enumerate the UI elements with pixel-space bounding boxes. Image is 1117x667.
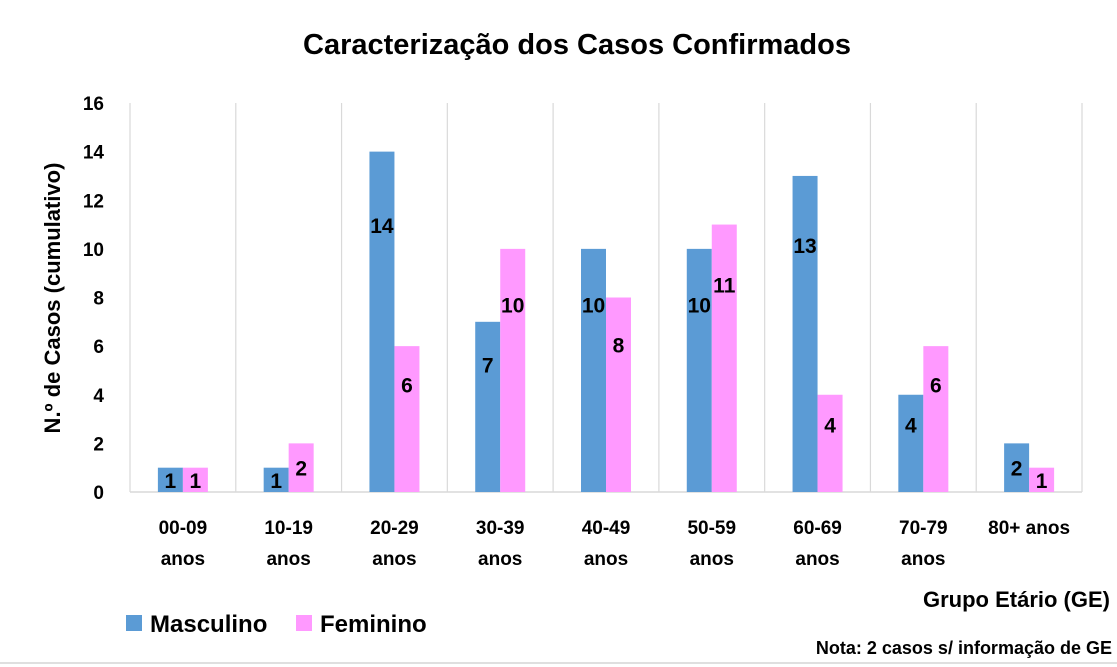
data-label: 10 xyxy=(688,295,711,318)
bar-masculino xyxy=(581,248,606,492)
data-label: 2 xyxy=(295,458,307,481)
x-tick-label: anos xyxy=(372,549,416,570)
x-tick-label: anos xyxy=(161,549,205,570)
bar-feminino xyxy=(288,443,314,492)
x-axis-title: Grupo Etário (GE) xyxy=(923,587,1110,612)
bar-feminino xyxy=(606,297,631,492)
chart-note: Nota: 2 casos s/ informação de GE xyxy=(816,638,1112,658)
y-tick-label: 6 xyxy=(93,337,104,358)
data-label: 13 xyxy=(793,235,816,258)
y-tick-label: 2 xyxy=(93,434,104,455)
x-tick-label: anos xyxy=(795,549,839,570)
data-label: 10 xyxy=(501,295,524,318)
data-label: 4 xyxy=(905,414,917,437)
data-label: 6 xyxy=(401,374,413,397)
legend-swatch-feminino xyxy=(296,615,312,631)
data-label: 1 xyxy=(270,470,282,493)
data-label: 8 xyxy=(613,335,625,358)
x-tick-label: 30-39 xyxy=(476,518,525,539)
data-label: 1 xyxy=(1036,470,1048,493)
bar-masculino xyxy=(1004,443,1030,492)
legend-label-masculino: Masculino xyxy=(150,611,267,638)
bar-masculino xyxy=(475,321,501,492)
x-tick-label: anos xyxy=(478,549,522,570)
bar-masculino xyxy=(898,394,924,492)
x-tick-label: 60-69 xyxy=(793,518,842,539)
data-label: 1 xyxy=(190,470,202,493)
bar-masculino xyxy=(369,151,395,492)
data-label: 14 xyxy=(370,215,394,238)
y-axis-ticks: 0 2 4 6 8 10 12 14 16 xyxy=(83,94,105,504)
x-axis-ticks: 00-09 anos 10-19 anos 20-29 anos 30-39 anos 40-4… xyxy=(159,518,1070,570)
y-tick-label: 12 xyxy=(83,191,104,212)
data-label: 1 xyxy=(165,470,177,493)
x-tick-label: anos xyxy=(584,549,628,570)
data-label: 7 xyxy=(482,354,494,377)
x-tick-label: 20-29 xyxy=(370,518,419,539)
x-tick-label: anos xyxy=(690,549,734,570)
bar-feminino xyxy=(1029,467,1055,492)
legend-swatch-masculino xyxy=(126,615,142,631)
bar-masculino xyxy=(686,248,712,492)
y-tick-label: 16 xyxy=(83,94,104,115)
bar-masculino xyxy=(157,467,183,492)
bar-feminino xyxy=(394,346,420,492)
y-axis-title: N.º de Casos (cumulativo) xyxy=(40,163,65,434)
x-tick-label: 00-09 xyxy=(159,518,208,539)
y-tick-label: 4 xyxy=(93,386,104,407)
x-tick-label: anos xyxy=(266,549,310,570)
x-tick-label: 70-79 xyxy=(899,518,948,539)
bars xyxy=(157,151,1055,492)
legend: Masculino Feminino xyxy=(126,611,427,638)
bar-feminino xyxy=(817,394,843,492)
data-label: 6 xyxy=(930,374,942,397)
bar-feminino xyxy=(182,467,208,492)
x-tick-label: anos xyxy=(901,549,945,570)
data-label: 2 xyxy=(1011,458,1023,481)
legend-label-feminino: Feminino xyxy=(320,611,427,638)
y-tick-label: 0 xyxy=(93,483,104,504)
bar-feminino xyxy=(923,346,949,492)
bar-masculino xyxy=(263,467,289,492)
data-label: 10 xyxy=(582,295,605,318)
x-tick-label: 40-49 xyxy=(582,518,631,539)
x-tick-label: 10-19 xyxy=(264,518,313,539)
bar-masculino xyxy=(792,175,818,492)
data-label: 11 xyxy=(713,275,736,298)
y-tick-label: 8 xyxy=(93,289,104,310)
y-tick-label: 10 xyxy=(83,240,104,261)
bar-feminino xyxy=(500,248,526,492)
bar-feminino xyxy=(711,224,737,492)
chart-title: Caracterização dos Casos Confirmados xyxy=(303,29,851,61)
x-tick-label: 50-59 xyxy=(687,518,736,539)
gridlines xyxy=(129,103,1083,492)
x-tick-label: 80+ anos xyxy=(988,518,1070,539)
data-label: 4 xyxy=(824,414,836,437)
y-tick-label: 14 xyxy=(83,143,105,164)
